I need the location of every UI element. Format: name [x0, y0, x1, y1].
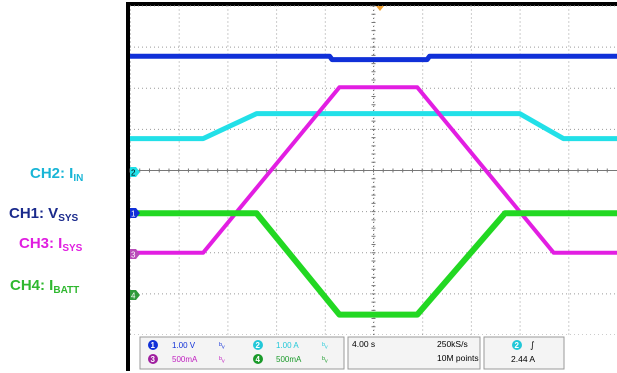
trigger-position-marker: [376, 6, 384, 11]
status-bar: 1 1.00 V ᵇᵥ 2 1.00 A ᵇᵥ 3 500mA ᵇᵥ 4 500…: [130, 335, 617, 371]
label-ch3-main: CH3: I: [19, 235, 63, 252]
ch3-scale: 500mA: [172, 355, 198, 364]
label-ch3-sub: SYS: [62, 243, 83, 254]
ch4-scale: 500mA: [276, 355, 302, 364]
ch4-bw-icon: ᵇᵥ: [322, 355, 328, 364]
ch3-trace: [130, 85, 617, 255]
label-ch2: CH2: IIN: [30, 166, 83, 184]
ch1-marker: 1: [130, 208, 140, 219]
label-ch4-main: CH4: I: [10, 277, 54, 294]
ch4-badge[interactable]: [253, 354, 263, 364]
ch1-scale: 1.00 V: [172, 341, 196, 350]
trigger-slope-icon: ∫: [530, 341, 535, 351]
trigger-level: 2.44 A: [511, 354, 535, 364]
ch2-trace: [130, 111, 617, 142]
label-ch1: CH1: VSYS: [9, 206, 78, 224]
ch3-marker: 3: [130, 249, 140, 260]
ch2-bw-icon: ᵇᵥ: [322, 341, 328, 350]
ch4-marker: 4: [130, 290, 140, 301]
ch1-badge-num: 1: [151, 341, 156, 350]
sample-rate: 250kS/s: [437, 339, 468, 349]
ch2-marker-label: 2: [131, 169, 136, 178]
label-ch4-sub: BATT: [53, 285, 80, 296]
ch1-trace: [130, 53, 617, 63]
label-ch2-sub: IN: [73, 173, 84, 184]
label-ch3: CH3: ISYS: [19, 236, 82, 254]
ch1-badge[interactable]: [148, 340, 158, 350]
record-length: 10M points: [437, 353, 479, 363]
ch3-badge[interactable]: [148, 354, 158, 364]
ch2-badge[interactable]: [253, 340, 263, 350]
ch3-badge-num: 3: [151, 355, 156, 364]
label-ch1-main: CH1: V: [9, 205, 59, 222]
label-ch1-sub: SYS: [58, 213, 79, 224]
trigger-source-badge[interactable]: [512, 340, 522, 350]
label-ch2-main: CH2: I: [30, 165, 74, 182]
traces: [130, 53, 617, 318]
ch4-trace: [130, 210, 617, 318]
ch1-bw-icon: ᵇᵥ: [219, 341, 225, 350]
label-ch4: CH4: IBATT: [10, 278, 79, 296]
ch2-marker: 2: [130, 167, 140, 178]
timebase[interactable]: 4.00 s: [352, 339, 375, 349]
ch2-scale: 1.00 A: [276, 341, 299, 350]
ch3-marker-label: 3: [131, 251, 136, 260]
ch2-badge-num: 2: [256, 341, 261, 350]
ch4-badge-num: 4: [256, 355, 261, 364]
ch1-marker-label: 1: [131, 210, 136, 219]
ch4-marker-label: 4: [131, 292, 136, 301]
trigger-source-num: 2: [515, 341, 520, 350]
ch3-bw-icon: ᵇᵥ: [219, 355, 225, 364]
